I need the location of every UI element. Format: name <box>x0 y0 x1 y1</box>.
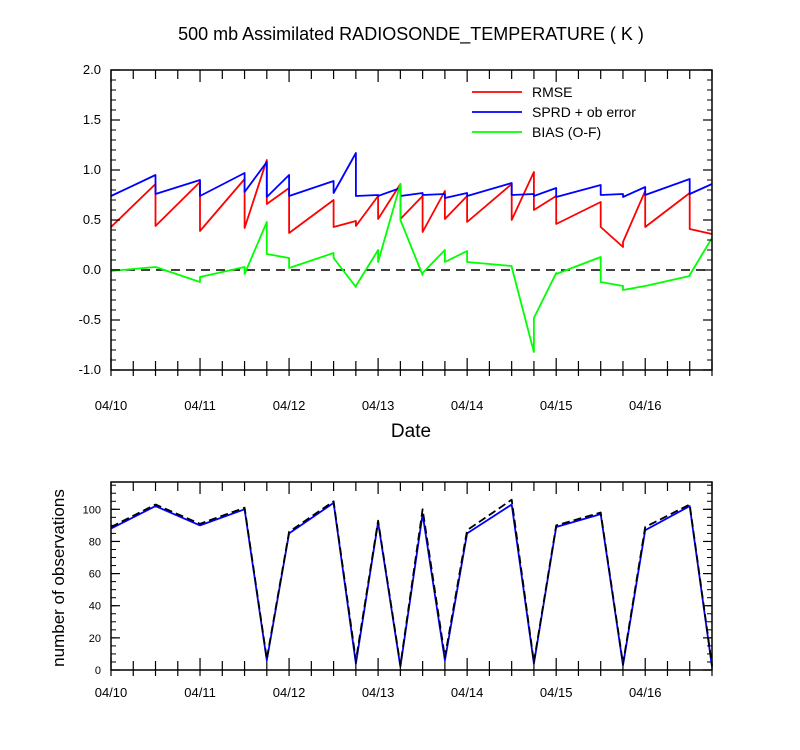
y-tick-label: 1.5 <box>83 112 101 127</box>
x-tick-label: 04/12 <box>273 398 306 413</box>
legend-label-rmse: RMSE <box>532 84 572 100</box>
top-chart-title: 500 mb Assimilated RADIOSONDE_TEMPERATUR… <box>178 24 644 45</box>
top-x-axis-label: Date <box>391 421 431 442</box>
y-tick-label: 0 <box>95 665 101 677</box>
y-tick-label: 20 <box>89 633 101 645</box>
x-tick-label: 04/13 <box>362 685 395 700</box>
x-tick-label: 04/15 <box>540 398 573 413</box>
y-tick-label: 60 <box>89 569 101 581</box>
bottom-panel: 0 20 40 60 80 100 04/10 04/11 04/12 04/13 04/14 04/… <box>49 481 713 700</box>
series-line-sprd-ob-error <box>110 152 713 199</box>
bottom-y-axis-label: number of observations <box>49 489 68 667</box>
x-tick-label: 04/14 <box>451 398 484 413</box>
x-tick-label: 04/10 <box>95 685 128 700</box>
y-tick-label: 0.0 <box>83 262 101 277</box>
x-tick-label: 04/12 <box>273 685 306 700</box>
y-tick-label: 40 <box>89 601 101 613</box>
series-line-total <box>110 498 713 667</box>
y-tick-label: 80 <box>89 536 101 548</box>
series-line-rmse <box>110 159 713 248</box>
x-tick-label: 04/13 <box>362 398 395 413</box>
x-tick-label: 04/11 <box>184 685 216 700</box>
y-tick-label: 1.0 <box>83 162 101 177</box>
legend: RMSE SPRD + ob error BIAS (O-F) <box>472 84 636 140</box>
series-line-bias-o-f <box>110 183 713 353</box>
legend-label-bias-o-f: BIAS (O-F) <box>532 124 601 140</box>
top-panel: 500 mb Assimilated RADIOSONDE_TEMPERATUR… <box>79 24 713 442</box>
x-tick-label: 04/11 <box>184 398 216 413</box>
x-tick-label: 04/14 <box>451 685 484 700</box>
x-tick-label: 04/16 <box>629 685 662 700</box>
y-tick-label: 2.0 <box>83 62 101 77</box>
bottom-plot-frame <box>110 481 713 671</box>
y-tick-label: 100 <box>83 504 101 516</box>
y-tick-label: 0.5 <box>83 212 101 227</box>
legend-label-sprd-ob-error: SPRD + ob error <box>532 104 636 120</box>
y-tick-label: -1.0 <box>79 362 101 377</box>
x-tick-label: 04/10 <box>95 398 128 413</box>
x-tick-label: 04/16 <box>629 398 662 413</box>
x-tick-label: 04/15 <box>540 685 573 700</box>
y-tick-label: -0.5 <box>79 312 101 327</box>
